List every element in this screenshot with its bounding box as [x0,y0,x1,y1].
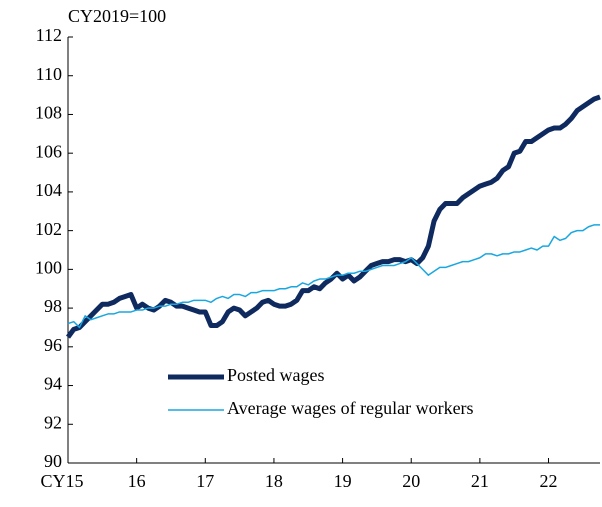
legend-label: Posted wages [227,365,325,385]
x-tick-label: 19 [334,471,352,491]
y-tick-label: 90 [44,451,62,471]
y-tick-label: 102 [35,219,62,239]
y-tick-label: 100 [35,257,62,277]
legend-label: Average wages of regular workers [227,398,474,418]
y-axis-label: CY2019=100 [68,6,166,26]
y-tick-label: 110 [36,64,62,84]
x-tick-label: CY15 [40,471,83,491]
y-tick-label: 98 [44,296,62,316]
data-line [67,224,600,329]
x-tick-label: 20 [402,471,420,491]
y-tick-label: 94 [44,374,62,394]
x-tick-label: 22 [540,471,558,491]
x-tick-label: 18 [265,471,283,491]
y-tick-label: 96 [44,335,62,355]
x-tick-label: 17 [196,471,214,491]
y-tick-label: 92 [44,412,62,432]
y-tick-label: 112 [36,25,62,45]
y-tick-label: 108 [35,103,62,123]
x-tick-label: 16 [128,471,146,491]
data-line [65,94,601,339]
x-tick-label: 21 [471,471,489,491]
y-tick-label: 104 [35,180,62,200]
y-tick-label: 106 [35,141,62,161]
